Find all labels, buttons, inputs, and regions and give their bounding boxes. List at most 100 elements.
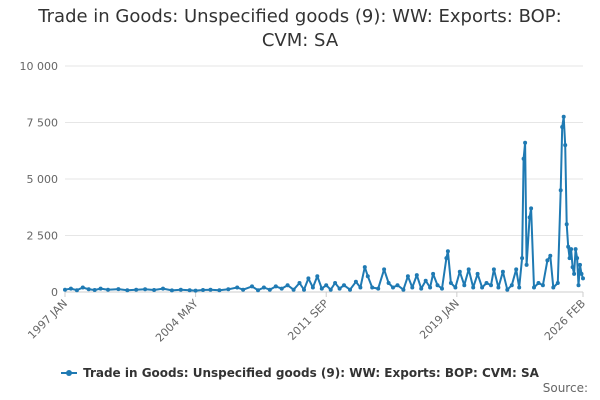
data-point[interactable] [567,256,572,261]
data-point[interactable] [152,288,157,292]
data-point[interactable] [169,288,174,293]
data-point[interactable] [431,271,436,276]
data-point[interactable] [143,287,148,292]
data-point[interactable] [324,283,329,288]
data-point[interactable] [178,287,183,292]
data-point[interactable] [489,283,493,288]
data-point[interactable] [521,156,526,161]
data-point[interactable] [261,285,266,290]
data-point[interactable] [405,274,410,279]
data-point[interactable] [462,283,467,288]
data-point[interactable] [435,283,440,288]
data-point[interactable] [241,287,246,292]
data-point[interactable] [563,143,568,148]
data-point[interactable] [532,285,536,290]
data-point[interactable] [98,286,103,291]
data-point[interactable] [63,287,67,292]
data-point[interactable] [256,288,260,293]
data-point[interactable] [527,215,532,220]
data-point[interactable] [217,288,222,293]
data-point[interactable] [414,273,419,278]
data-point[interactable] [558,188,563,193]
data-point[interactable] [125,288,130,293]
data-point[interactable] [520,256,525,261]
legend-item[interactable]: Trade in Goods: Unspecified goods (9): W… [61,366,539,380]
data-point[interactable] [273,284,278,289]
data-point[interactable] [208,287,213,292]
data-point[interactable] [578,262,582,267]
data-point[interactable] [448,281,453,285]
data-point[interactable] [328,287,333,292]
data-point[interactable] [193,288,198,293]
data-point[interactable] [440,286,444,291]
data-point[interactable] [395,283,400,288]
data-point[interactable] [74,288,79,293]
data-point[interactable] [80,285,85,290]
data-point[interactable] [480,285,485,290]
legend[interactable]: Trade in Goods: Unspecified goods (9): W… [0,363,600,380]
data-point[interactable] [471,285,476,290]
data-point[interactable] [291,287,296,292]
data-point[interactable] [500,269,505,274]
data-point[interactable] [428,285,433,290]
data-point[interactable] [551,285,556,290]
data-point[interactable] [86,287,91,292]
data-point[interactable] [365,274,370,279]
data-point[interactable] [524,262,529,267]
data-point[interactable] [342,283,346,288]
data-point[interactable] [348,287,352,292]
data-point[interactable] [523,140,528,145]
data-point[interactable] [575,256,580,261]
data-point[interactable] [491,267,496,272]
data-point[interactable] [540,283,545,288]
data-point[interactable] [457,269,462,274]
data-point[interactable] [68,286,73,291]
data-point[interactable] [566,244,571,249]
data-point[interactable] [134,287,139,292]
data-point[interactable] [235,285,240,290]
data-point[interactable] [545,258,550,263]
data-point[interactable] [267,287,272,292]
data-point[interactable] [279,286,284,291]
data-point[interactable] [310,285,315,290]
data-point[interactable] [319,286,324,291]
data-point[interactable] [573,247,578,252]
data-point[interactable] [226,287,231,292]
data-point[interactable] [453,285,458,290]
data-point[interactable] [581,276,585,281]
data-point[interactable] [315,274,320,279]
data-point[interactable] [161,286,165,291]
data-point[interactable] [92,288,97,292]
data-point[interactable] [297,281,302,285]
data-point[interactable] [116,287,121,292]
data-point[interactable] [444,256,449,261]
data-point[interactable] [517,285,522,290]
data-point[interactable] [475,271,480,276]
data-point[interactable] [250,284,254,289]
data-point[interactable] [353,279,358,284]
data-point[interactable] [391,285,395,290]
data-point[interactable] [579,271,584,276]
data-point[interactable] [401,287,406,292]
data-point[interactable] [386,281,391,285]
data-point[interactable] [187,288,192,293]
data-point[interactable] [484,281,489,285]
data-point[interactable] [376,286,381,291]
data-point[interactable] [370,285,375,290]
data-point[interactable] [337,286,342,291]
data-point[interactable] [560,125,565,129]
data-point[interactable] [561,114,566,119]
data-point[interactable] [509,283,514,288]
data-point[interactable] [529,206,534,211]
data-point[interactable] [466,267,471,272]
data-point[interactable] [505,287,510,292]
data-point[interactable] [496,285,501,290]
data-point[interactable] [572,271,577,276]
data-point[interactable] [419,286,424,291]
data-point[interactable] [564,222,569,227]
data-point[interactable] [555,281,560,285]
data-point[interactable] [358,285,363,290]
data-point[interactable] [382,267,387,272]
data-point[interactable] [576,283,581,288]
data-point[interactable] [306,276,311,281]
